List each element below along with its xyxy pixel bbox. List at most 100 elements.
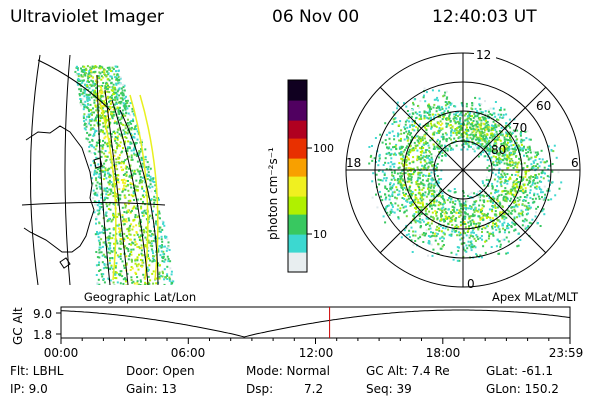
emission-pixel: [525, 196, 528, 199]
emission-pixel: [418, 183, 421, 186]
emission-pixel: [505, 134, 507, 137]
emission-pixel: [498, 152, 501, 155]
emission-pixel: [464, 200, 467, 203]
emission-pixel: [384, 221, 387, 224]
emission-pixel: [399, 179, 402, 182]
emission-pixel: [444, 215, 447, 218]
emission-pixel: [99, 176, 102, 179]
emission-pixel: [418, 188, 421, 191]
emission-pixel: [447, 228, 450, 231]
emission-pixel: [532, 201, 535, 204]
emission-pixel: [130, 260, 133, 263]
emission-pixel: [418, 187, 421, 189]
emission-pixel: [492, 150, 495, 153]
emission-pixel: [394, 145, 397, 148]
emission-pixel: [436, 132, 439, 135]
emission-pixel: [167, 245, 170, 248]
emission-pixel: [116, 177, 118, 180]
emission-pixel: [112, 202, 115, 205]
colorbar-segment: [288, 132, 307, 135]
emission-pixel: [436, 193, 439, 196]
emission-pixel: [496, 190, 499, 193]
emission-pixel: [397, 217, 400, 220]
emission-pixel: [398, 147, 401, 150]
emission-pixel: [100, 75, 103, 78]
emission-pixel: [165, 235, 168, 238]
emission-pixel: [427, 117, 430, 120]
emission-pixel: [119, 274, 121, 277]
emission-pixel: [460, 233, 463, 236]
colorbar-segment: [288, 200, 307, 203]
emission-pixel: [479, 199, 482, 202]
parallel-line: [37, 59, 111, 111]
mlat-label-80: 80: [491, 143, 506, 157]
emission-pixel: [396, 101, 399, 104]
emission-pixel: [521, 147, 524, 150]
emission-pixel: [145, 166, 148, 169]
emission-pixel: [532, 160, 535, 163]
emission-pixel: [407, 158, 410, 161]
emission-pixel: [446, 103, 449, 106]
colorbar-segment: [288, 194, 307, 197]
emission-pixel: [371, 157, 374, 160]
emission-pixel: [482, 118, 485, 121]
continent-outline: [23, 125, 95, 253]
emission-pixel: [471, 231, 474, 234]
emission-pixel: [440, 144, 443, 147]
emission-pixel: [139, 176, 142, 179]
emission-pixel: [440, 178, 443, 180]
emission-pixel: [129, 224, 132, 227]
emission-pixel: [434, 239, 437, 242]
emission-pixel: [108, 188, 111, 191]
emission-pixel: [384, 186, 387, 189]
emission-pixel: [88, 150, 91, 153]
emission-pixel: [135, 155, 138, 157]
emission-pixel: [467, 207, 470, 210]
emission-pixel: [162, 221, 165, 224]
emission-pixel: [422, 143, 425, 146]
emission-pixel: [102, 253, 105, 256]
emission-pixel: [128, 193, 131, 196]
emission-pixel: [503, 162, 506, 165]
emission-pixel: [110, 166, 113, 169]
emission-pixel: [118, 101, 121, 103]
emission-pixel: [90, 91, 92, 94]
emission-pixel: [111, 77, 114, 80]
emission-pixel: [144, 236, 147, 239]
emission-pixel: [119, 110, 121, 113]
emission-pixel: [103, 92, 106, 95]
emission-pixel: [495, 245, 498, 248]
emission-pixel: [101, 147, 104, 150]
emission-pixel: [469, 196, 472, 199]
emission-pixel: [86, 95, 89, 98]
emission-pixel: [102, 278, 105, 280]
emission-pixel: [491, 208, 494, 211]
emission-pixel: [425, 129, 428, 132]
emission-pixel: [384, 161, 387, 164]
emission-pixel: [534, 174, 537, 177]
emission-pixel: [105, 211, 108, 214]
emission-pixel: [510, 197, 513, 200]
emission-pixel: [492, 168, 495, 171]
emission-pixel: [419, 226, 422, 229]
emission-pixel: [513, 208, 516, 211]
emission-pixel: [501, 210, 504, 213]
emission-pixel: [98, 243, 101, 246]
emission-pixel: [124, 206, 127, 209]
emission-pixel: [424, 140, 427, 143]
emission-pixel: [507, 222, 509, 225]
emission-pixel: [423, 167, 426, 169]
emission-pixel: [164, 258, 167, 261]
emission-pixel: [101, 84, 104, 87]
emission-pixel: [109, 96, 112, 99]
emission-pixel: [132, 206, 135, 209]
emission-pixel: [476, 122, 479, 125]
emission-pixel: [431, 234, 434, 237]
emission-pixel: [448, 124, 451, 127]
emission-pixel: [403, 132, 406, 135]
emission-pixel: [402, 156, 405, 159]
colorbar-segment: [288, 100, 307, 103]
emission-pixel: [458, 200, 461, 203]
emission-pixel: [521, 212, 524, 215]
colorbar-segment: [288, 180, 307, 183]
